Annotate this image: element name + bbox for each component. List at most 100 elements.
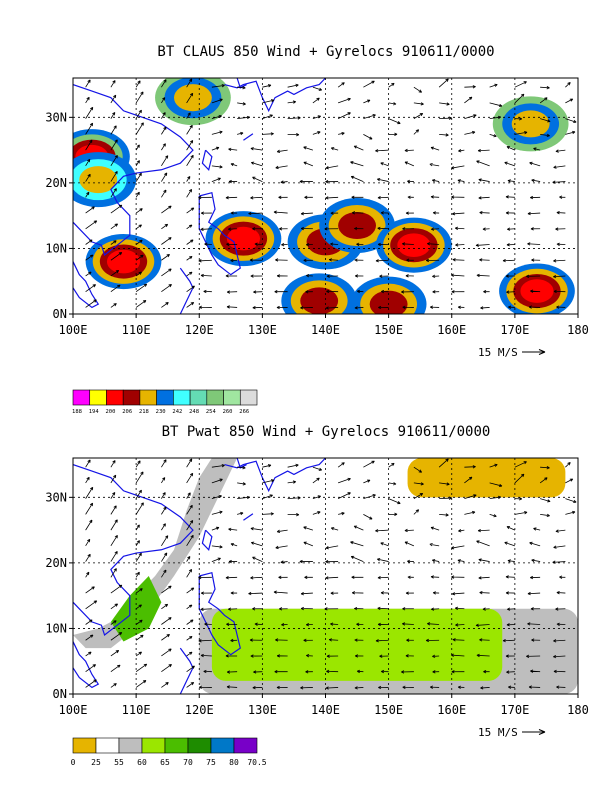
wind-arrow <box>527 622 541 626</box>
wind-arrow <box>356 669 364 674</box>
wind-arrow <box>254 242 263 246</box>
wind-arrow <box>110 188 117 198</box>
wind-arrow <box>478 576 490 580</box>
x-tick-label: 110E <box>122 703 151 717</box>
wind-arrow <box>287 480 297 484</box>
x-tick-label: 150E <box>374 703 403 717</box>
y-tick-label: 0N <box>53 687 67 701</box>
wind-arrow <box>281 243 288 247</box>
x-tick-label: 170E <box>500 323 529 337</box>
wind-arrow <box>457 305 465 309</box>
wind-arrow <box>110 204 123 214</box>
wind-arrow <box>211 526 220 531</box>
wind-arrow <box>186 651 193 657</box>
wind-arrow <box>531 258 541 262</box>
wind-arrow <box>300 686 313 690</box>
wind-arrow <box>135 283 148 293</box>
wind-arrow <box>312 115 322 120</box>
wind-arrow <box>275 638 288 642</box>
wind-arrow <box>514 473 525 484</box>
wind-arrow <box>186 285 195 293</box>
wind-arrow <box>508 305 515 309</box>
y-tick-label: 30N <box>45 490 67 504</box>
wind-arrow <box>135 80 141 88</box>
wind-arrow <box>527 211 541 216</box>
wind-arrow <box>275 545 288 550</box>
wind-arrow <box>161 155 169 167</box>
wind-arrow <box>432 591 440 595</box>
colorbar-swatch <box>141 737 166 754</box>
wind-arrow <box>312 131 321 135</box>
wind-arrow <box>211 464 225 468</box>
wind-arrow <box>211 98 223 104</box>
wind-arrow <box>439 102 450 106</box>
wind-arrow <box>504 541 516 547</box>
wind-arrow <box>161 268 172 277</box>
wind-arrow <box>226 622 238 626</box>
wind-arrow <box>312 511 321 515</box>
coastline-segment <box>73 83 194 257</box>
coastline-segment <box>179 647 194 694</box>
wind-arrow <box>186 301 195 308</box>
wind-arrow <box>529 541 541 547</box>
wind-arrow <box>451 575 465 579</box>
wind-arrow <box>353 525 364 531</box>
wind-arrow <box>211 114 222 120</box>
colorbar-label: 80 <box>229 758 239 767</box>
wind-arrow <box>507 227 515 231</box>
wind-arrow <box>354 638 364 642</box>
wind-arrow <box>228 559 238 564</box>
wind-arrow <box>555 607 566 611</box>
wind-arrow <box>556 685 566 689</box>
wind-arrow <box>226 305 238 309</box>
wind-arrow <box>402 622 414 626</box>
vector-key: 15 M/S <box>478 726 546 739</box>
wind-arrow <box>452 258 465 262</box>
wind-arrow <box>186 207 195 214</box>
wind-arrow <box>464 114 477 120</box>
wind-arrow <box>85 600 98 610</box>
x-tick-label: 100E <box>59 323 88 337</box>
wind-arrow <box>377 196 389 200</box>
wind-arrow <box>226 685 238 689</box>
wind-arrow <box>464 494 477 500</box>
wind-arrow <box>354 606 364 611</box>
wind-vectors <box>85 458 577 690</box>
wind-arrow <box>186 78 193 88</box>
wind-arrow <box>533 527 541 531</box>
wind-arrow <box>464 96 473 104</box>
wind-arrow <box>110 474 117 484</box>
wind-arrow <box>337 82 345 88</box>
cloud-cluster <box>492 96 569 152</box>
wind-arrow <box>262 464 272 468</box>
wind-arrow <box>303 161 314 167</box>
wind-arrow <box>530 227 541 231</box>
wind-arrow <box>274 670 288 674</box>
wind-arrow <box>489 463 498 468</box>
wind-arrow <box>388 482 397 486</box>
y-axis-ticks: 0N 10N 20N 30N <box>45 490 73 701</box>
wind-arrow <box>330 147 339 151</box>
wind-arrow <box>356 289 364 294</box>
wind-arrow <box>380 211 389 215</box>
wind-arrow <box>211 146 220 151</box>
wind-arrow <box>478 558 490 562</box>
wind-arrow <box>200 273 212 278</box>
x-tick-label: 130E <box>248 323 277 337</box>
y-tick-label: 30N <box>45 110 67 124</box>
wind-arrow <box>540 498 551 503</box>
wind-arrow <box>186 255 193 261</box>
wind-arrow <box>526 274 541 278</box>
wind-arrow <box>273 210 288 214</box>
wind-arrow <box>135 604 142 610</box>
wind-arrow <box>528 685 541 689</box>
wind-arrow <box>110 620 117 625</box>
wind-arrow <box>430 575 440 579</box>
wind-arrow <box>85 571 90 578</box>
cloud-cluster <box>73 152 137 208</box>
wind-arrow <box>305 670 313 674</box>
wind-arrow <box>135 109 142 119</box>
x-tick-label: 160E <box>437 703 466 717</box>
wind-arrow <box>402 305 414 309</box>
contour-level-218 <box>511 110 550 138</box>
